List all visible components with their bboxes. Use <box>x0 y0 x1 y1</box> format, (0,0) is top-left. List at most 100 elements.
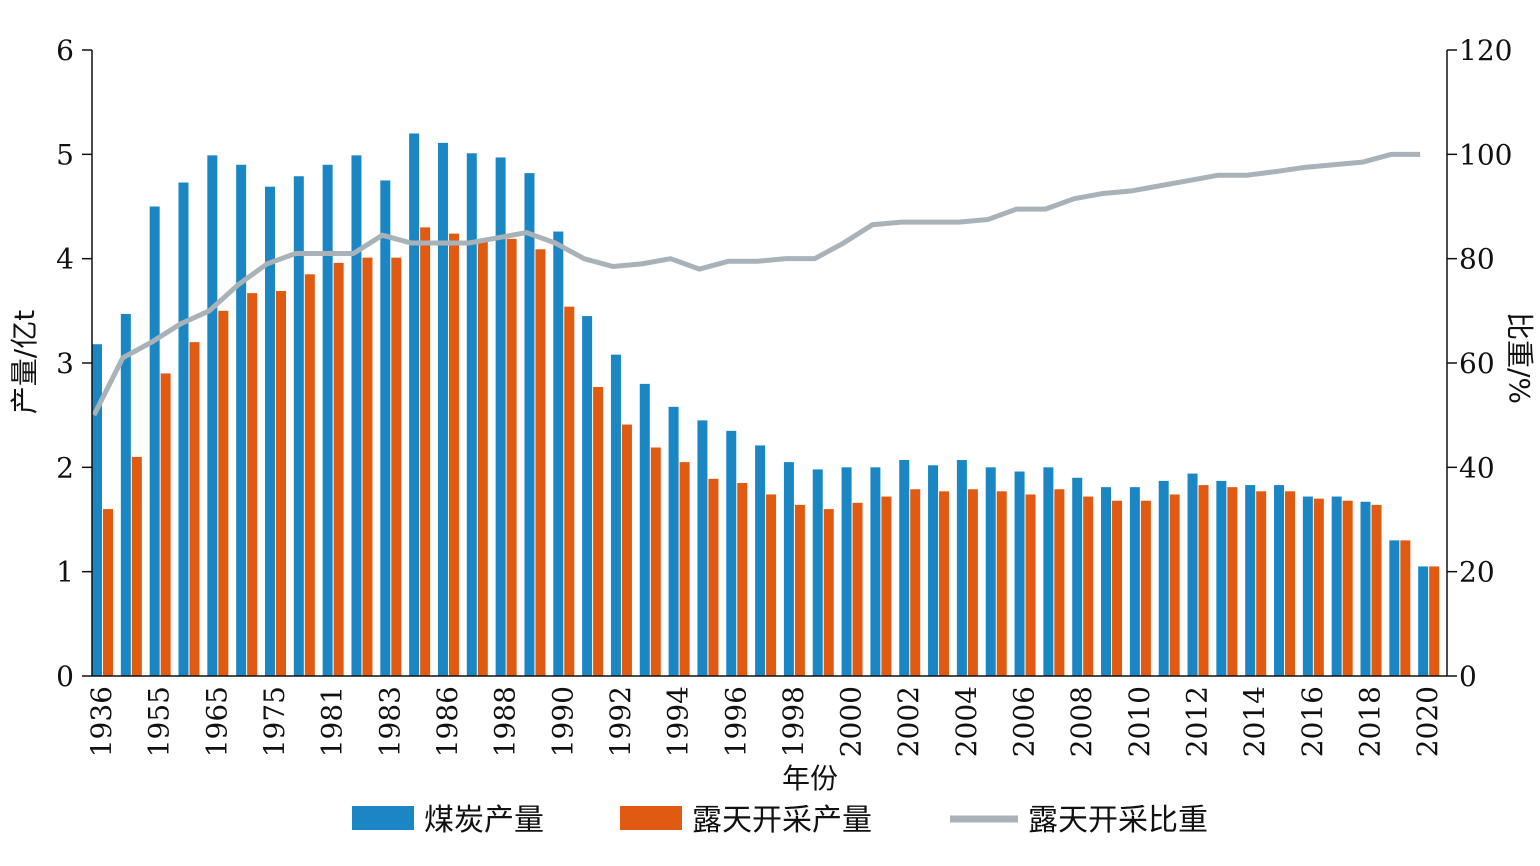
bar-coal-output <box>1072 477 1083 676</box>
x-tick-label: 1965 <box>200 686 233 757</box>
bar-open-pit-output <box>564 306 575 676</box>
bar-open-pit-output <box>593 387 604 676</box>
x-tick-label: 2008 <box>1065 686 1098 757</box>
bar-coal-output <box>351 155 362 676</box>
bar-coal-output <box>1216 480 1227 676</box>
bar-coal-output <box>668 406 679 676</box>
right-tick-label: 40 <box>1459 451 1495 484</box>
right-tick-label: 120 <box>1459 34 1512 67</box>
bar-open-pit-output <box>333 262 344 676</box>
x-tick-label: 1998 <box>777 686 810 757</box>
bar-coal-output <box>207 155 218 676</box>
bar-coal-output <box>293 176 304 677</box>
left-tick-label: 2 <box>56 451 74 484</box>
bar-open-pit-output <box>189 342 200 676</box>
x-tick-label: 2006 <box>1008 686 1041 757</box>
bar-open-pit-output <box>1083 496 1094 676</box>
x-tick-label: 2020 <box>1411 686 1444 757</box>
bar-coal-output <box>92 344 102 676</box>
bar-open-pit-output <box>1313 498 1324 676</box>
bar-open-pit-output <box>160 373 171 676</box>
bar-open-pit-output <box>939 491 950 676</box>
x-tick-label: 2012 <box>1181 686 1214 757</box>
bar-coal-output <box>1158 480 1169 676</box>
bar-open-pit-output <box>737 482 748 676</box>
bar-open-pit-output <box>362 257 373 676</box>
bar-coal-output <box>1331 496 1342 676</box>
bar-open-pit-output <box>650 447 661 676</box>
legend-swatch-open-pit-output <box>620 806 682 830</box>
bar-coal-output <box>639 383 650 676</box>
bar-coal-output <box>120 313 131 676</box>
bar-coal-output <box>380 180 391 677</box>
bar-coal-output <box>1418 566 1429 676</box>
left-tick-label: 5 <box>56 138 74 171</box>
bar-coal-output <box>755 445 766 676</box>
bar-coal-output <box>409 133 420 677</box>
bar-coal-output <box>1302 496 1313 676</box>
x-tick-label: 2014 <box>1238 686 1271 757</box>
bar-open-pit-output <box>218 310 229 676</box>
bar-coal-output <box>841 467 852 676</box>
x-tick-label: 1936 <box>85 686 118 757</box>
left-tick-label: 3 <box>56 347 74 380</box>
bar-coal-output <box>1014 471 1025 676</box>
line-layer <box>91 151 1421 417</box>
legend-label-open-pit-share: 露天开采比重 <box>1028 803 1208 838</box>
bar-open-pit-output <box>275 291 286 676</box>
x-axis-title: 年份 <box>782 762 838 795</box>
bar-open-pit-output <box>1429 566 1440 676</box>
bar-coal-output <box>236 164 247 676</box>
bar-open-pit-output <box>1025 494 1036 676</box>
x-tick-label: 1983 <box>373 686 406 757</box>
bar-coal-output <box>524 173 535 677</box>
bar-open-pit-output <box>881 496 892 676</box>
right-tick-label: 0 <box>1459 660 1477 693</box>
bar-open-pit-output <box>996 491 1007 676</box>
bar-coal-output <box>956 460 967 676</box>
bar-open-pit-output <box>1227 487 1238 676</box>
bar-coal-output <box>1043 467 1054 676</box>
bar-coal-output <box>610 354 621 676</box>
bar-open-pit-output <box>794 504 805 676</box>
legend-label-open-pit-output: 露天开采产量 <box>692 803 872 838</box>
x-tick-label: 1955 <box>143 686 176 757</box>
bar-coal-output <box>1274 485 1285 676</box>
bar-open-pit-output <box>823 509 834 676</box>
bar-coal-output <box>697 420 708 676</box>
line-open-pit-share <box>91 151 1421 417</box>
left-tick-label: 1 <box>56 556 74 589</box>
x-tick-label: 1981 <box>316 686 349 757</box>
right-tick-label: 60 <box>1459 347 1495 380</box>
bar-open-pit-output <box>448 233 459 676</box>
bar-open-pit-output <box>1112 500 1123 676</box>
bars-layer <box>92 133 1440 677</box>
right-tick-label: 20 <box>1459 556 1495 589</box>
bar-coal-output <box>178 182 189 676</box>
bar-open-pit-output <box>535 249 546 676</box>
x-tick-label: 2004 <box>950 686 983 757</box>
x-tick-label: 1990 <box>546 686 579 757</box>
x-tick-label: 1988 <box>489 686 522 757</box>
bar-coal-output <box>149 206 160 676</box>
right-tick-label: 100 <box>1459 138 1512 171</box>
bar-open-pit-output <box>1285 491 1296 676</box>
bar-open-pit-output <box>1169 494 1180 676</box>
right-axis-title: 比重/% <box>1503 312 1536 404</box>
bar-open-pit-output <box>1198 485 1209 676</box>
bar-coal-output <box>437 142 448 677</box>
bar-coal-output <box>582 316 593 676</box>
bar-coal-output <box>466 153 477 677</box>
bar-open-pit-output <box>1371 504 1382 676</box>
x-tick-label: 1992 <box>604 686 637 757</box>
bar-open-pit-output <box>1140 500 1151 676</box>
bar-coal-output <box>1187 473 1198 676</box>
bar-coal-output <box>1360 501 1371 676</box>
legend-label-coal-output: 煤炭产量 <box>424 803 544 838</box>
x-tick-label: 1994 <box>662 686 695 757</box>
right-tick-label: 80 <box>1459 243 1495 276</box>
bar-open-pit-output <box>304 274 315 676</box>
